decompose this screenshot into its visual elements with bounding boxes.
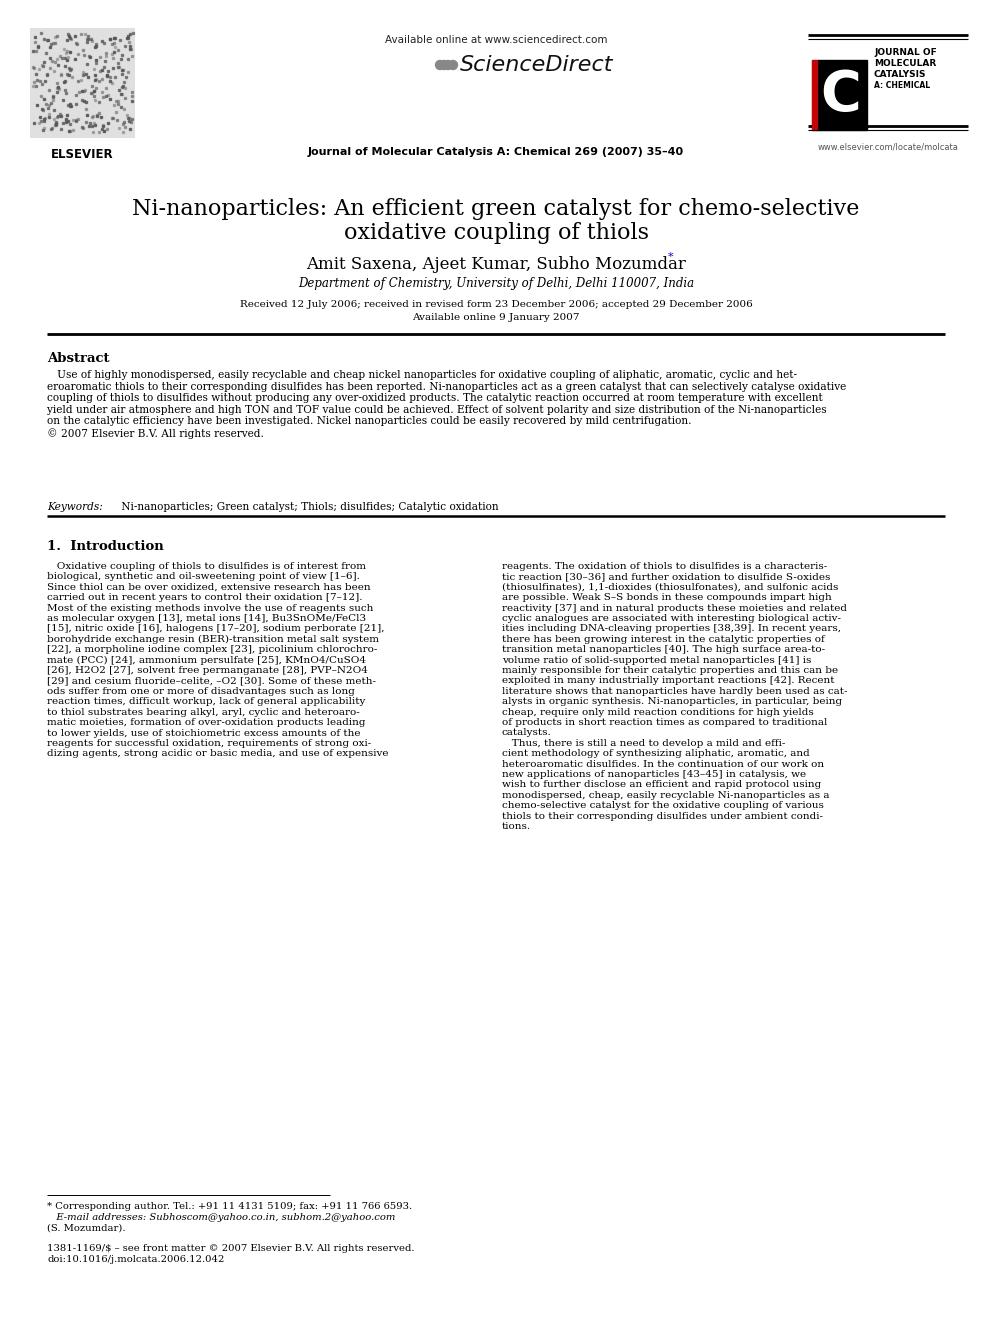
- Text: Ni-nanoparticles: An efficient green catalyst for chemo-selective: Ni-nanoparticles: An efficient green cat…: [132, 198, 860, 220]
- Circle shape: [435, 61, 444, 70]
- Text: 1381-1169/$ – see front matter © 2007 Elsevier B.V. All rights reserved.: 1381-1169/$ – see front matter © 2007 El…: [47, 1244, 415, 1253]
- Circle shape: [439, 61, 448, 70]
- Bar: [812, 60, 867, 130]
- Text: Amit Saxena, Ajeet Kumar, Subho Mozumdar: Amit Saxena, Ajeet Kumar, Subho Mozumdar: [307, 255, 685, 273]
- Bar: [30, 28, 135, 138]
- Text: ScienceDirect: ScienceDirect: [460, 56, 613, 75]
- Text: A: CHEMICAL: A: CHEMICAL: [874, 81, 930, 90]
- Bar: [812, 60, 818, 130]
- Text: Available online at www.sciencedirect.com: Available online at www.sciencedirect.co…: [385, 34, 607, 45]
- Text: Oxidative coupling of thiols to disulfides is of interest from
biological, synth: Oxidative coupling of thiols to disulfid…: [47, 562, 389, 758]
- Text: oxidative coupling of thiols: oxidative coupling of thiols: [343, 222, 649, 243]
- Text: Keywords:: Keywords:: [47, 501, 106, 512]
- Text: Abstract: Abstract: [47, 352, 109, 365]
- Text: reagents. The oxidation of thiols to disulfides is a characteris-
tic reaction [: reagents. The oxidation of thiols to dis…: [502, 562, 847, 831]
- Text: www.elsevier.com/locate/molcata: www.elsevier.com/locate/molcata: [817, 142, 958, 151]
- Text: Available online 9 January 2007: Available online 9 January 2007: [413, 314, 579, 321]
- Text: doi:10.1016/j.molcata.2006.12.042: doi:10.1016/j.molcata.2006.12.042: [47, 1256, 224, 1263]
- Text: Received 12 July 2006; received in revised form 23 December 2006; accepted 29 De: Received 12 July 2006; received in revis…: [240, 300, 752, 310]
- Text: * Corresponding author. Tel.: +91 11 4131 5109; fax: +91 11 766 6593.: * Corresponding author. Tel.: +91 11 413…: [47, 1203, 412, 1211]
- Circle shape: [443, 61, 452, 70]
- Text: (S. Mozumdar).: (S. Mozumdar).: [47, 1224, 126, 1233]
- Text: ELSEVIER: ELSEVIER: [52, 148, 114, 161]
- Text: Ni-nanoparticles; Green catalyst; Thiols; disulfides; Catalytic oxidation: Ni-nanoparticles; Green catalyst; Thiols…: [118, 501, 499, 512]
- Text: Department of Chemistry, University of Delhi, Delhi 110007, India: Department of Chemistry, University of D…: [298, 277, 694, 290]
- Text: Use of highly monodispersed, easily recyclable and cheap nickel nanoparticles fo: Use of highly monodispersed, easily recy…: [47, 370, 846, 439]
- Text: MOLECULAR: MOLECULAR: [874, 60, 936, 67]
- Circle shape: [448, 61, 457, 70]
- Text: *: *: [668, 251, 674, 262]
- Text: 1.  Introduction: 1. Introduction: [47, 540, 164, 553]
- Text: C: C: [820, 67, 861, 122]
- Text: CATALYSIS: CATALYSIS: [874, 70, 927, 79]
- Text: Journal of Molecular Catalysis A: Chemical 269 (2007) 35–40: Journal of Molecular Catalysis A: Chemic…: [308, 147, 684, 157]
- Text: E-mail addresses: Subhoscom@yahoo.co.in, subhom.2@yahoo.com: E-mail addresses: Subhoscom@yahoo.co.in,…: [47, 1213, 396, 1222]
- Text: JOURNAL OF: JOURNAL OF: [874, 48, 936, 57]
